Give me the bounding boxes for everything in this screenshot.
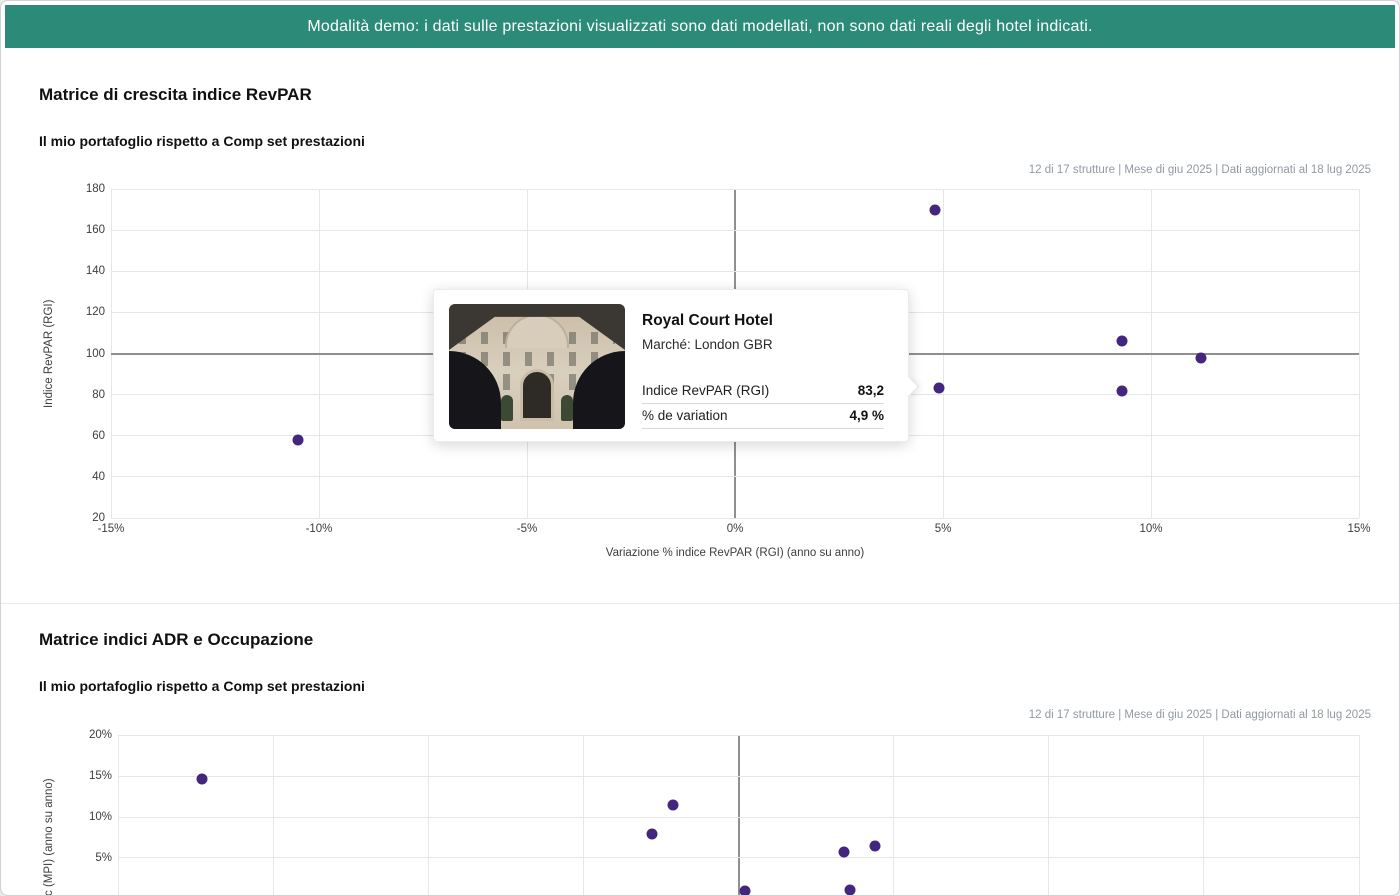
y-axis-tick-label: 80 (92, 388, 105, 401)
gridline-horizontal (118, 775, 1359, 777)
tooltip-rgi-value: 83,2 (857, 383, 884, 398)
chart1-y-axis-title: Indice RevPAR (RGI) (43, 299, 55, 408)
demo-mode-banner-text: Modalità demo: i dati sulle prestazioni … (307, 17, 1093, 35)
data-point[interactable] (1116, 335, 1128, 347)
gridline-vertical (1358, 189, 1360, 518)
hotel-tooltip: Royal Court Hotel Marché: London GBR Ind… (433, 289, 920, 442)
gridline-vertical (117, 735, 119, 895)
gridline-horizontal (111, 517, 1359, 519)
gridline-horizontal (111, 476, 1359, 478)
section1-title: Matrice di crescita indice RevPAR (39, 85, 312, 104)
y-axis-tick-label: 10% (88, 811, 112, 823)
data-point[interactable] (844, 884, 856, 895)
y-axis-tick-label: 40 (92, 470, 105, 483)
x-axis-tick-label: 15% (1347, 523, 1371, 535)
tooltip-variation-value: 4,9 % (849, 408, 884, 423)
y-axis-tick-label: 100 (85, 347, 105, 360)
chart1-x-axis-title: Variazione % indice RevPAR (RGI) (anno s… (605, 547, 865, 559)
x-axis-tick-label: 5% (934, 523, 952, 535)
hotel-photo-entrance (520, 369, 554, 421)
gridline-horizontal (111, 229, 1359, 231)
chart2-y-axis-title: c (MPI) (anno su anno) (43, 778, 55, 896)
data-point[interactable] (838, 846, 850, 858)
data-point-royal-court-hotel[interactable] (933, 382, 945, 394)
section1-subtitle: Il mio portafoglio rispetto a Comp set p… (39, 133, 365, 149)
y-axis-tick-label: 60 (92, 429, 105, 442)
gridline-horizontal (118, 816, 1359, 818)
gridline-vertical (272, 735, 274, 895)
gridline-vertical (1358, 735, 1360, 895)
y-axis-tick-label: 20% (88, 729, 112, 742)
tooltip-body: Royal Court Hotel Marché: London GBR Ind… (642, 304, 884, 429)
x-axis-tick-label: 0% (726, 523, 744, 535)
data-point[interactable] (646, 828, 658, 840)
gridline-vertical (1048, 735, 1050, 895)
gridline-vertical (427, 735, 429, 895)
y-axis-tick-label: 5% (95, 851, 112, 864)
tooltip-row-variation: % de variation 4,9 % (642, 404, 884, 429)
tooltip-row-rgi: Indice RevPAR (RGI) 83,2 (642, 379, 884, 404)
data-point[interactable] (196, 773, 208, 785)
section2-meta: 12 di 17 strutture | Mese di giu 2025 | … (1028, 709, 1371, 721)
gridline-horizontal (111, 188, 1359, 190)
y-axis-tick-label: 120 (85, 306, 105, 319)
section2-title: Matrice indici ADR e Occupazione (39, 630, 314, 649)
y-axis-tick-label: 180 (85, 183, 105, 195)
section-divider (1, 603, 1399, 604)
demo-mode-banner: Modalità demo: i dati sulle prestazioni … (5, 5, 1395, 48)
gridline-horizontal (118, 857, 1359, 859)
y-axis-tick-label: 15% (88, 770, 112, 783)
tooltip-metric-rows: Indice RevPAR (RGI) 83,2 % de variation … (642, 379, 884, 429)
section2-subtitle: Il mio portafoglio rispetto a Comp set p… (39, 678, 365, 694)
y-axis-tick-label: 160 (85, 224, 105, 237)
data-point[interactable] (869, 840, 881, 852)
x-axis-tick-label: -5% (516, 523, 538, 535)
data-point[interactable] (739, 885, 751, 895)
gridline-horizontal (111, 270, 1359, 272)
data-point[interactable] (1195, 352, 1207, 364)
y-axis-tick-label: 20 (92, 512, 105, 524)
hotel-photo-pediment (505, 314, 569, 348)
data-point[interactable] (929, 204, 941, 216)
tooltip-market: Marché: London GBR (642, 337, 773, 352)
data-point[interactable] (292, 434, 304, 446)
gridline-vertical (1203, 735, 1205, 895)
x-axis-tick-label: -10% (305, 523, 333, 535)
section1-meta: 12 di 17 strutture | Mese di giu 2025 | … (1028, 164, 1371, 176)
gridline-horizontal (118, 734, 1359, 736)
tooltip-variation-label: % de variation (642, 408, 728, 423)
data-point[interactable] (667, 799, 679, 811)
x-axis-tick-label: -15% (97, 523, 125, 535)
hotel-photo (449, 304, 625, 429)
hotel-photo-tree (501, 395, 513, 421)
tooltip-rgi-label: Indice RevPAR (RGI) (642, 383, 770, 398)
y-axis-tick-label: 140 (85, 265, 105, 278)
x-axis-tick-label: 10% (1139, 523, 1163, 535)
gridline-vertical (893, 735, 895, 895)
tooltip-hotel-name: Royal Court Hotel (642, 312, 773, 329)
gridline-vertical (582, 735, 584, 895)
hotel-photo-tree (561, 395, 573, 421)
zero-gridline-vertical (737, 735, 740, 895)
data-point[interactable] (1116, 385, 1128, 396)
